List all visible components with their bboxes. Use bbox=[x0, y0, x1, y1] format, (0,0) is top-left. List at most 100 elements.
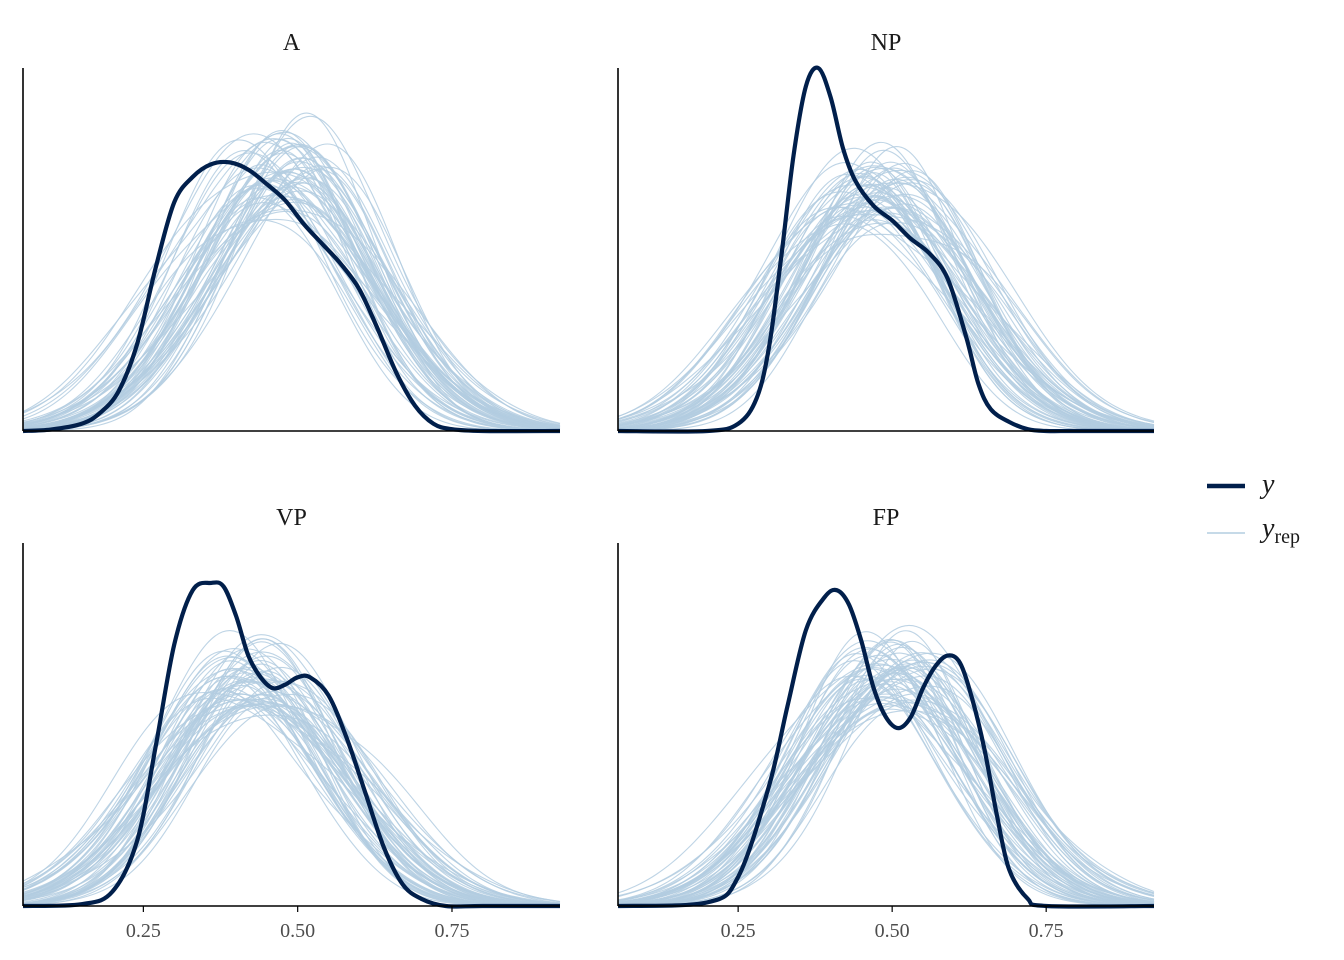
y-line bbox=[22, 159, 561, 434]
yrep-line bbox=[22, 138, 561, 431]
yrep-line bbox=[22, 161, 561, 432]
legend: y yrep bbox=[1207, 469, 1300, 548]
y-line bbox=[617, 65, 1154, 434]
yrep-line bbox=[22, 182, 561, 428]
yrep-line bbox=[22, 704, 561, 905]
yrep-line bbox=[617, 193, 1155, 428]
yrep-line bbox=[22, 678, 561, 906]
yrep-line bbox=[617, 172, 1155, 432]
panel-title: VP bbox=[276, 505, 307, 531]
yrep-lines bbox=[617, 624, 1155, 907]
yrep-line bbox=[22, 648, 561, 907]
yrep-line bbox=[22, 179, 561, 426]
yrep-line bbox=[22, 629, 561, 907]
yrep-lines bbox=[22, 629, 561, 907]
yrep-line bbox=[617, 176, 1155, 432]
yrep-line bbox=[617, 661, 1155, 904]
panel-vp: VP 0.25 0.50 0.75 bbox=[22, 505, 561, 942]
yrep-lines bbox=[22, 112, 561, 432]
yrep-line bbox=[617, 705, 1155, 906]
yrep-line bbox=[22, 139, 561, 431]
yrep-line bbox=[617, 191, 1155, 432]
yrep-line bbox=[617, 182, 1155, 426]
yrep-line bbox=[22, 668, 561, 907]
yrep-line bbox=[22, 142, 561, 432]
yrep-line bbox=[22, 701, 561, 907]
yrep-line bbox=[617, 222, 1155, 431]
yrep-line bbox=[617, 646, 1155, 906]
yrep-line bbox=[617, 195, 1155, 432]
yrep-line bbox=[22, 690, 561, 907]
yrep-line bbox=[22, 705, 561, 907]
panel-a: A bbox=[22, 30, 561, 434]
yrep-line bbox=[22, 648, 561, 905]
yrep-line bbox=[22, 693, 561, 905]
yrep-line bbox=[617, 161, 1155, 431]
yrep-line bbox=[617, 678, 1155, 904]
yrep-line bbox=[22, 133, 561, 431]
panel-fp: FP 0.25 0.50 0.75 bbox=[617, 505, 1155, 942]
yrep-line bbox=[617, 658, 1155, 905]
yrep-line bbox=[22, 691, 561, 907]
y-line bbox=[22, 580, 560, 909]
yrep-line bbox=[617, 178, 1155, 431]
yrep-line bbox=[617, 206, 1155, 429]
yrep-line bbox=[617, 184, 1155, 426]
yrep-line bbox=[617, 693, 1155, 905]
yrep-line bbox=[617, 667, 1155, 902]
yrep-line bbox=[22, 680, 561, 903]
y-line bbox=[617, 587, 1155, 909]
yrep-line bbox=[617, 652, 1155, 902]
yrep-line bbox=[617, 202, 1155, 431]
yrep-line bbox=[22, 218, 561, 431]
yrep-line bbox=[617, 207, 1155, 430]
yrep-line bbox=[617, 162, 1155, 431]
yrep-line bbox=[617, 639, 1155, 906]
yrep-line bbox=[617, 184, 1155, 429]
yrep-line bbox=[617, 665, 1155, 907]
panel-np: NP bbox=[617, 30, 1155, 434]
yrep-line bbox=[22, 176, 561, 431]
yrep-line bbox=[22, 168, 561, 431]
yrep-lines bbox=[617, 141, 1155, 432]
yrep-line bbox=[617, 663, 1155, 907]
yrep-line bbox=[617, 630, 1155, 907]
yrep-line bbox=[22, 681, 561, 902]
legend-yrep-label: yrep bbox=[1259, 513, 1300, 548]
x-tick-label: 0.50 bbox=[280, 920, 315, 942]
x-tick-label: 0.25 bbox=[721, 920, 756, 942]
legend-y-label: y bbox=[1259, 469, 1275, 500]
panel-title: A bbox=[283, 30, 301, 56]
yrep-line bbox=[617, 675, 1155, 906]
panel-title: FP bbox=[873, 505, 900, 531]
yrep-line bbox=[617, 693, 1155, 906]
yrep-line bbox=[22, 152, 561, 428]
yrep-line bbox=[617, 203, 1155, 429]
yrep-line bbox=[22, 691, 561, 906]
yrep-line bbox=[22, 131, 561, 427]
yrep-line bbox=[617, 672, 1155, 907]
yrep-line bbox=[617, 176, 1155, 432]
yrep-line bbox=[617, 147, 1155, 431]
yrep-line bbox=[617, 195, 1155, 432]
yrep-line bbox=[617, 646, 1155, 906]
yrep-line bbox=[22, 638, 561, 907]
yrep-line bbox=[22, 219, 561, 432]
yrep-line bbox=[617, 624, 1155, 901]
legend-yrep-subscript: rep bbox=[1274, 526, 1300, 548]
x-tick-label: 0.50 bbox=[875, 920, 910, 942]
yrep-line bbox=[617, 663, 1155, 903]
x-tick-label: 0.75 bbox=[1029, 920, 1064, 942]
yrep-line bbox=[22, 638, 561, 907]
yrep-line bbox=[22, 164, 561, 432]
yrep-line bbox=[617, 193, 1155, 432]
yrep-line bbox=[617, 701, 1155, 907]
yrep-line bbox=[617, 206, 1155, 430]
yrep-line bbox=[617, 165, 1155, 425]
x-tick-label: 0.25 bbox=[126, 920, 161, 942]
yrep-line bbox=[22, 634, 561, 904]
yrep-line bbox=[617, 209, 1155, 431]
yrep-line bbox=[617, 169, 1155, 426]
yrep-line bbox=[22, 143, 561, 429]
